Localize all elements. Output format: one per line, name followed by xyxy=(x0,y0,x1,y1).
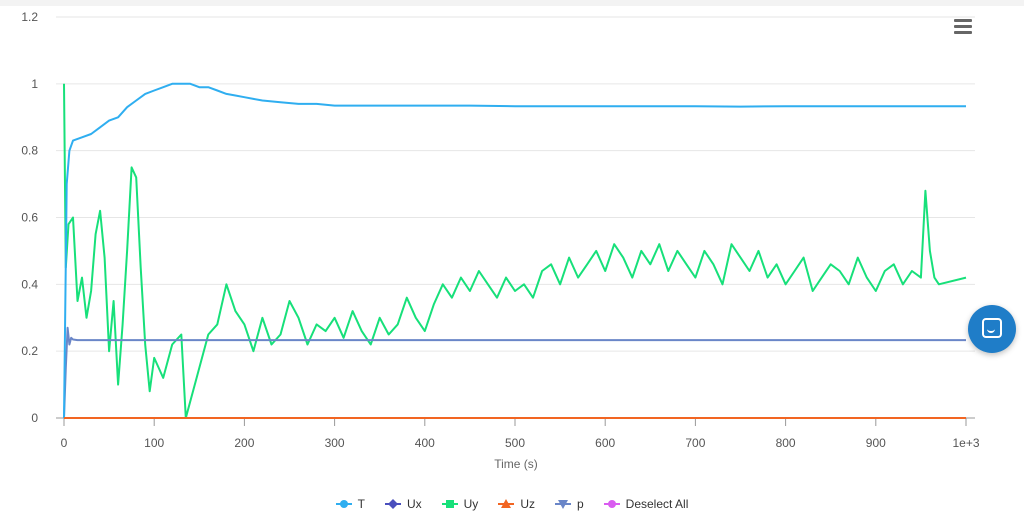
legend-label: p xyxy=(576,497,584,511)
tick-labels: 0 0.2 0.4 0.6 0.8 1 1.2 0 100 200 300 400 500 600 700 8… xyxy=(21,10,980,450)
legend-item-uy[interactable]: Uy xyxy=(441,494,479,514)
triangle-marker-icon xyxy=(498,499,515,508)
chart-menu-button[interactable] xyxy=(950,16,976,38)
square-marker-icon xyxy=(441,500,458,508)
diamond-marker-icon xyxy=(384,499,401,509)
circle-marker-icon xyxy=(335,500,352,508)
x-tick-label: 0 xyxy=(61,436,68,450)
x-tick-label: 500 xyxy=(505,436,525,450)
legend-item-ux[interactable]: Ux xyxy=(384,494,422,514)
y-tick-label: 0.4 xyxy=(21,277,38,291)
chat-icon xyxy=(982,318,1002,338)
x-tick-label: 200 xyxy=(234,436,254,450)
grid-lines xyxy=(56,16,975,419)
legend-item-t[interactable]: T xyxy=(335,494,365,514)
line-chart: 0 0.2 0.4 0.6 0.8 1 1.2 0 100 200 300 400 500 600 700 8… xyxy=(21,10,980,471)
x-tick-label: 100 xyxy=(144,436,164,450)
legend-label: Deselect All xyxy=(625,497,689,511)
legend-item-p[interactable]: p xyxy=(554,494,584,514)
circle-marker-icon xyxy=(603,500,620,508)
legend-label: Uy xyxy=(463,497,479,511)
y-tick-label: 0.8 xyxy=(21,144,38,158)
x-tick-label: 700 xyxy=(685,436,705,450)
top-strip xyxy=(0,0,1024,6)
axes xyxy=(56,417,975,426)
legend-item-deselect-all[interactable]: Deselect All xyxy=(603,494,689,514)
y-tick-label: 0 xyxy=(31,411,38,425)
legend-label: Ux xyxy=(406,497,422,511)
chat-button[interactable] xyxy=(968,305,1016,353)
x-tick-label: 600 xyxy=(595,436,615,450)
hamburger-menu-icon xyxy=(954,19,972,22)
x-tick-label: 1e+3 xyxy=(952,436,979,450)
x-axis-title: Time (s) xyxy=(494,457,538,471)
x-tick-label: 900 xyxy=(866,436,886,450)
legend-label: T xyxy=(357,497,365,511)
legend-item-uz[interactable]: Uz xyxy=(498,494,535,514)
y-tick-label: 1.2 xyxy=(21,10,38,24)
series-line-p[interactable] xyxy=(63,326,966,419)
x-tick-label: 400 xyxy=(415,436,435,450)
y-tick-label: 0.2 xyxy=(21,344,38,358)
y-tick-label: 1 xyxy=(31,77,38,91)
x-tick-label: 800 xyxy=(776,436,796,450)
legend-label: Uz xyxy=(520,497,535,511)
chart-legend: T Ux Uy Uz p Deselect All xyxy=(0,494,1024,514)
y-tick-label: 0.6 xyxy=(21,211,38,225)
series-lines xyxy=(63,82,967,419)
series-line-uy[interactable] xyxy=(63,83,967,419)
x-tick-label: 300 xyxy=(325,436,345,450)
series-line-t[interactable] xyxy=(63,82,966,419)
triangle-down-marker-icon xyxy=(554,500,571,509)
